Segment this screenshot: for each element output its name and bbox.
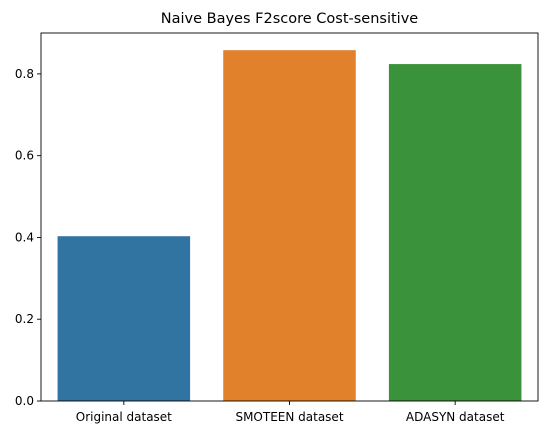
y-tick-label: 0.0 [15, 394, 34, 408]
x-tick-label: Original dataset [76, 410, 172, 424]
bar-1 [57, 236, 191, 401]
y-tick-label: 0.8 [15, 67, 34, 81]
y-axis: 0.0 0.2 0.4 0.6 0.8 [15, 67, 41, 408]
bar-3 [388, 64, 522, 401]
y-tick-label: 0.2 [15, 312, 34, 326]
x-tick-label: SMOTEEN dataset [235, 410, 343, 424]
y-tick-label: 0.6 [15, 149, 34, 163]
bars-layer [57, 50, 522, 401]
x-axis: Original dataset SMOTEEN dataset ADASYN da… [76, 401, 505, 424]
y-tick-label: 0.4 [15, 230, 34, 244]
x-tick-label: ADASYN dataset [406, 410, 505, 424]
bar-2 [223, 50, 356, 401]
chart-title: Naive Bayes F2score Cost-sensitive [161, 11, 419, 27]
plot-frame [40, 32, 539, 402]
